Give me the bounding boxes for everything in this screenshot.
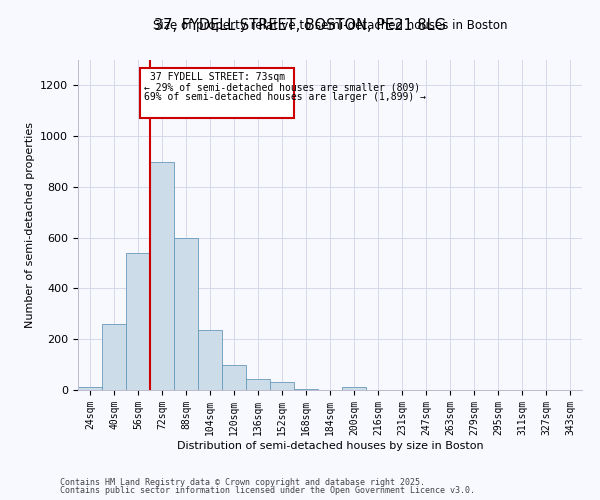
Text: Contains HM Land Registry data © Crown copyright and database right 2025.: Contains HM Land Registry data © Crown c… (60, 478, 425, 487)
Bar (270, 382, 294, 390)
Y-axis label: Number of semi-detached properties: Number of semi-detached properties (25, 122, 35, 328)
Bar (342, 388, 366, 390)
Bar (246, 378, 270, 390)
FancyBboxPatch shape (140, 68, 294, 118)
Text: 37 FYDELL STREET: 73sqm: 37 FYDELL STREET: 73sqm (149, 72, 285, 82)
Text: 69% of semi-detached houses are larger (1,899) →: 69% of semi-detached houses are larger (… (144, 92, 426, 102)
Text: Contains public sector information licensed under the Open Government Licence v3: Contains public sector information licen… (60, 486, 475, 495)
Bar (198, 330, 222, 390)
Bar (222, 364, 246, 390)
X-axis label: Distribution of semi-detached houses by size in Boston: Distribution of semi-detached houses by … (176, 440, 484, 450)
Bar (126, 253, 150, 390)
Title: Size of property relative to semi-detached houses in Boston: Size of property relative to semi-detach… (153, 20, 507, 32)
Bar (174, 238, 198, 390)
Bar (150, 162, 174, 390)
Text: ← 29% of semi-detached houses are smaller (809): ← 29% of semi-detached houses are smalle… (144, 82, 420, 92)
Bar (102, 324, 126, 390)
Text: 37, FYDELL STREET, BOSTON, PE21 8LG: 37, FYDELL STREET, BOSTON, PE21 8LG (154, 18, 446, 32)
Bar (78, 388, 102, 390)
Bar (294, 389, 318, 390)
